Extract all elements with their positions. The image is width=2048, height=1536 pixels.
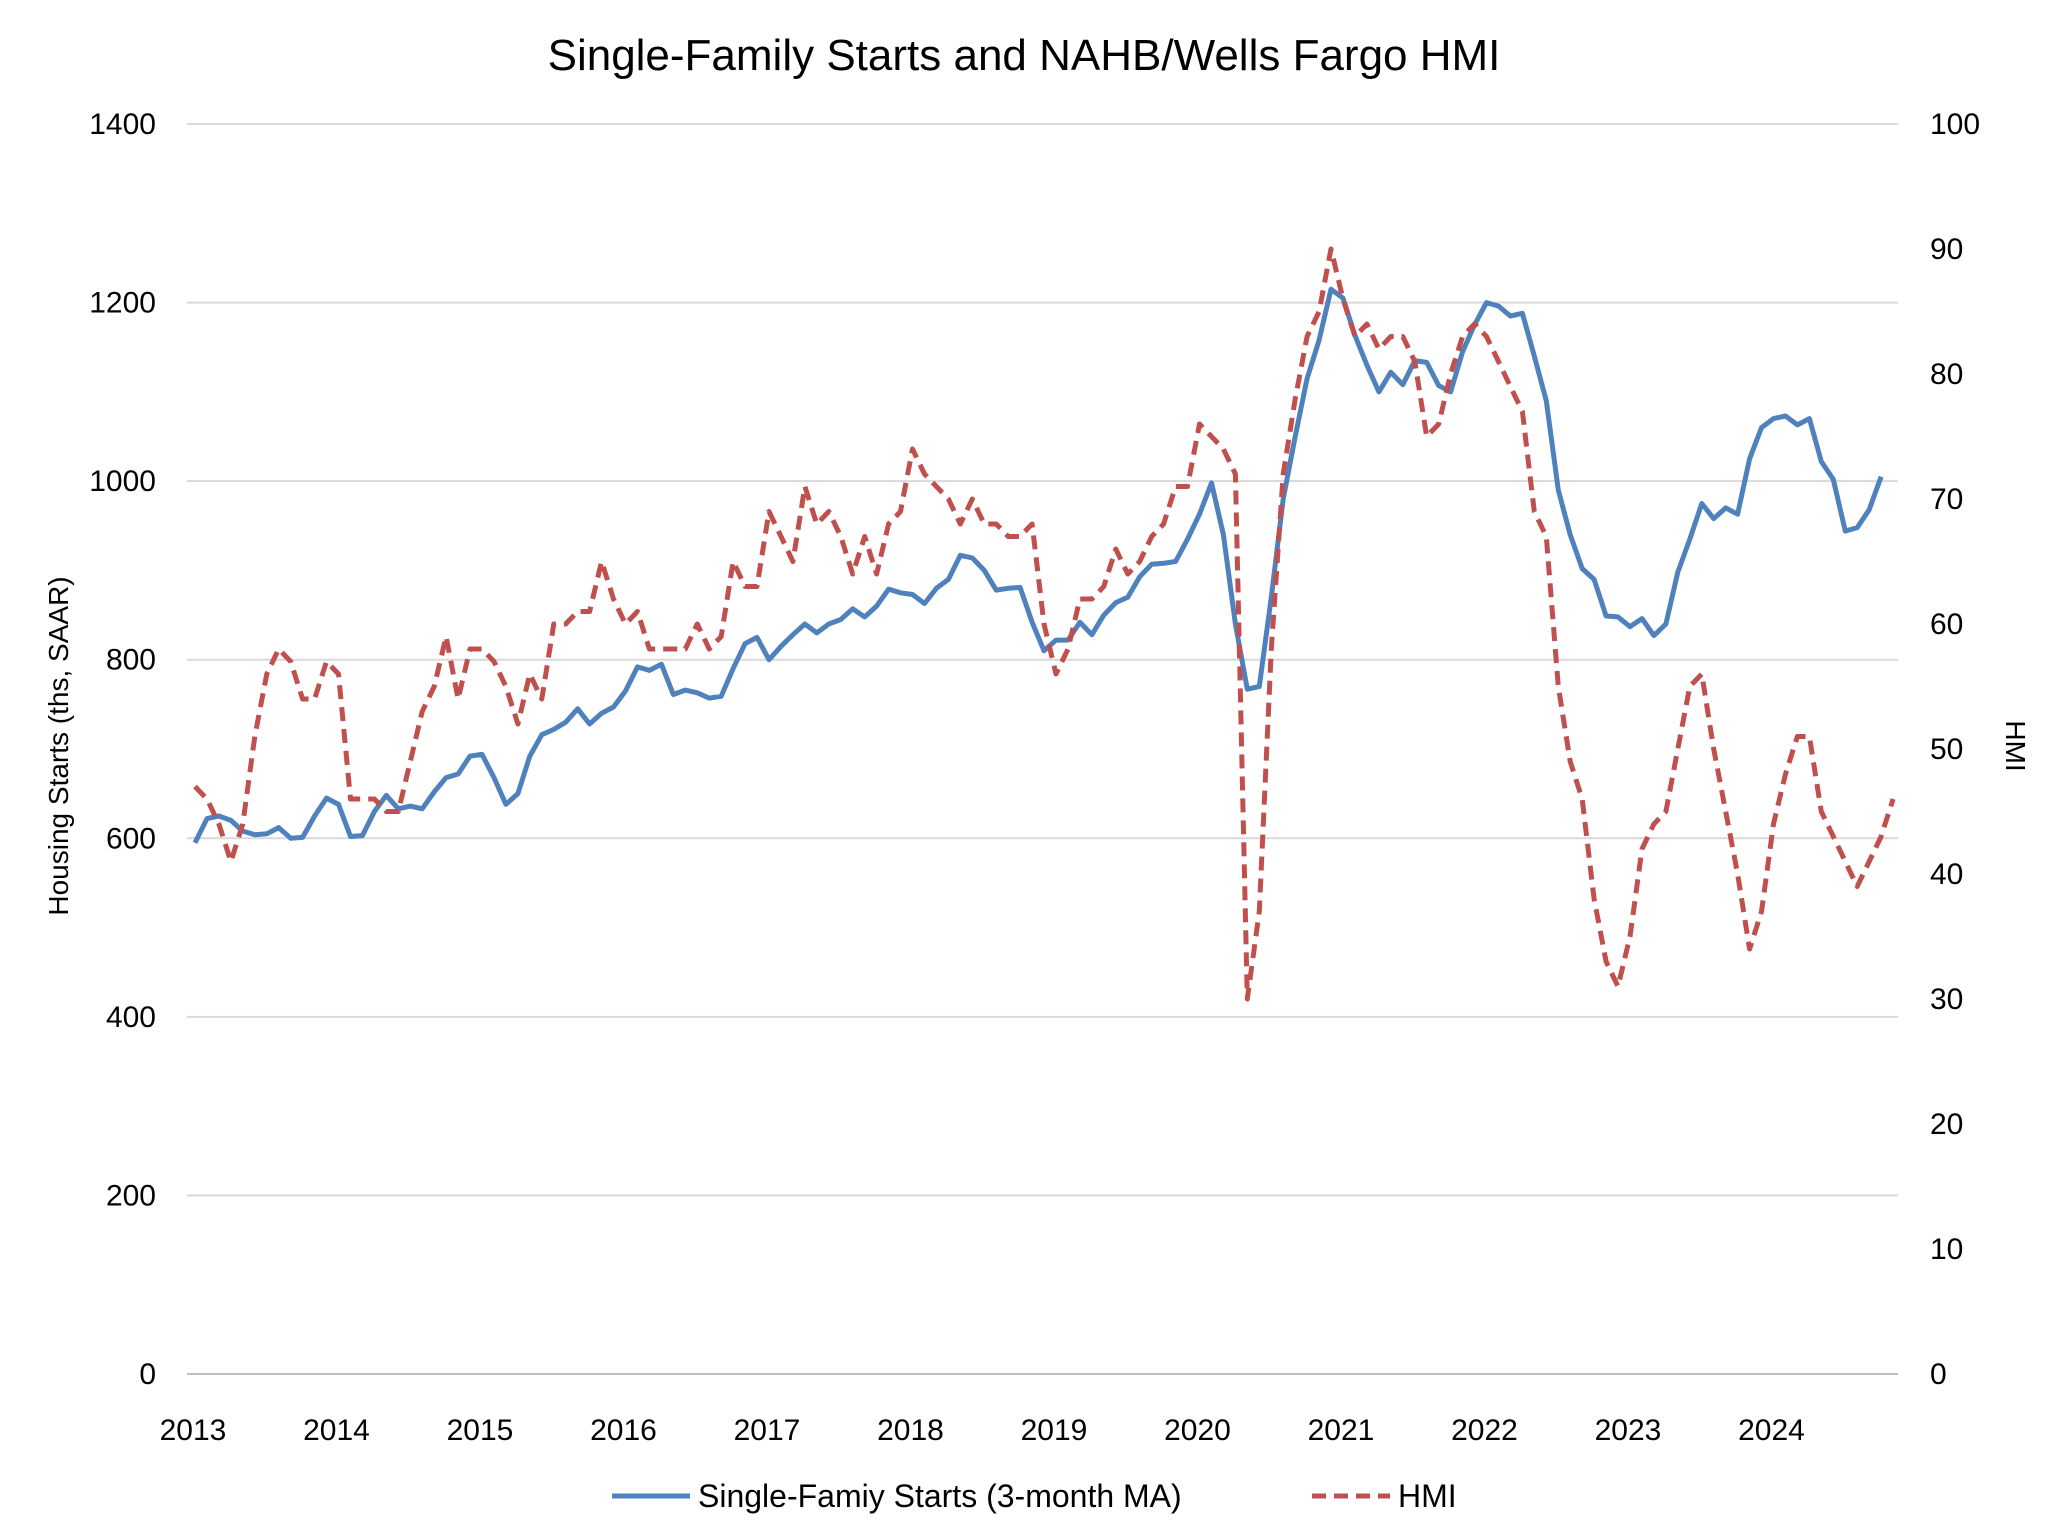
right-tick-label: 90 [1930, 233, 1963, 266]
chart-title: Single-Family Starts and NAHB/Wells Farg… [548, 31, 1501, 80]
left-tick-label: 400 [106, 1001, 156, 1034]
x-tick-label: 2017 [734, 1414, 801, 1447]
left-tick-label: 1400 [89, 108, 156, 141]
legend-label-hmi: HMI [1398, 1478, 1457, 1514]
right-tick-label: 10 [1930, 1233, 1963, 1266]
x-tick-label: 2013 [160, 1414, 227, 1447]
x-tick-label: 2024 [1738, 1414, 1805, 1447]
left-tick-label: 1000 [89, 465, 156, 498]
x-tick-label: 2018 [877, 1414, 944, 1447]
left-axis-ticks: 0 200 400 600 800 1000 1200 1400 [89, 108, 156, 1391]
series-line-starts [192, 286, 1884, 844]
x-tick-label: 2020 [1164, 1414, 1231, 1447]
left-tick-label: 600 [106, 822, 156, 855]
x-tick-label: 2023 [1595, 1414, 1662, 1447]
right-tick-label: 30 [1930, 983, 1963, 1016]
x-tick-label: 2014 [303, 1414, 370, 1447]
x-tick-label: 2022 [1451, 1414, 1518, 1447]
left-tick-label: 0 [139, 1358, 156, 1391]
x-tick-label: 2019 [1021, 1414, 1088, 1447]
right-tick-label: 40 [1930, 858, 1963, 891]
right-tick-label: 60 [1930, 608, 1963, 641]
right-tick-label: 50 [1930, 733, 1963, 766]
left-tick-label: 200 [106, 1179, 156, 1212]
right-tick-label: 100 [1930, 108, 1980, 141]
x-axis-ticks: 2013 2014 2015 2016 2017 2018 2019 2020 2021 2022… [160, 1414, 1805, 1447]
right-tick-label: 0 [1930, 1358, 1947, 1391]
x-tick-label: 2015 [447, 1414, 514, 1447]
series-line-hmi [193, 246, 1896, 1002]
right-axis-ticks: 0 10 20 30 40 50 60 70 80 90 100 [1930, 108, 1980, 1391]
left-tick-label: 800 [106, 644, 156, 677]
legend: Single-Famiy Starts (3-month MA) HMI [612, 1478, 1457, 1514]
right-tick-label: 20 [1930, 1108, 1963, 1141]
x-tick-label: 2016 [590, 1414, 657, 1447]
left-tick-label: 1200 [89, 287, 156, 320]
right-tick-label: 80 [1930, 358, 1963, 391]
right-tick-label: 70 [1930, 483, 1963, 516]
x-tick-label: 2021 [1308, 1414, 1375, 1447]
series-lines [192, 246, 1896, 1002]
gridlines [187, 123, 1898, 1375]
legend-label-starts: Single-Famiy Starts (3-month MA) [698, 1478, 1182, 1514]
right-axis-label: HMI [2000, 720, 2031, 771]
left-axis-label: Housing Starts (ths, SAAR) [43, 576, 74, 915]
